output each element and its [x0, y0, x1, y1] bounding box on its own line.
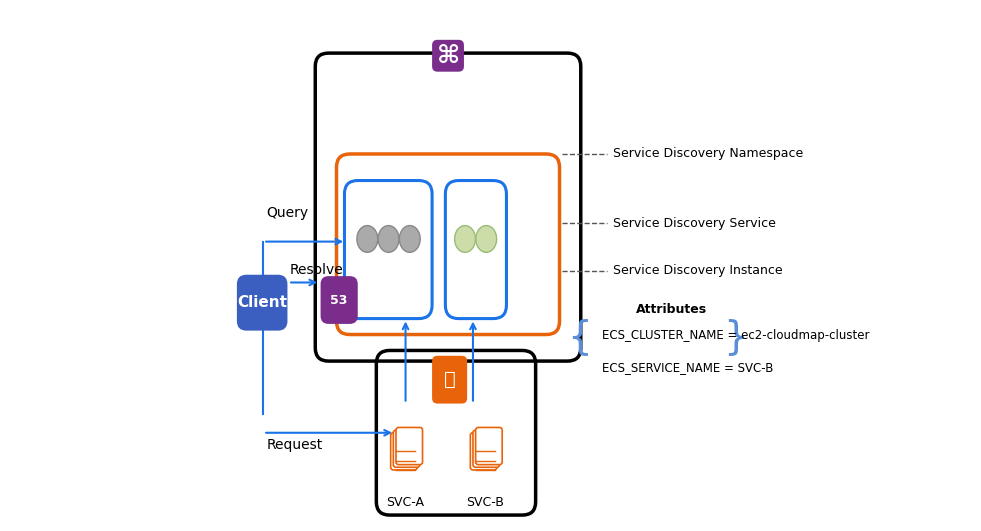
Text: }: } — [723, 318, 749, 356]
Text: SVC-A: SVC-A — [387, 496, 425, 509]
FancyBboxPatch shape — [396, 427, 423, 465]
FancyBboxPatch shape — [473, 430, 499, 467]
Ellipse shape — [378, 226, 399, 252]
FancyBboxPatch shape — [432, 40, 464, 72]
Text: SVC-B: SVC-B — [466, 496, 504, 509]
Text: 53: 53 — [331, 294, 348, 306]
FancyBboxPatch shape — [238, 276, 286, 329]
Text: Service Discovery Instance: Service Discovery Instance — [612, 264, 782, 277]
Ellipse shape — [454, 226, 476, 252]
FancyBboxPatch shape — [393, 430, 420, 467]
FancyBboxPatch shape — [390, 433, 417, 470]
Text: Attributes: Attributes — [636, 303, 706, 315]
Text: ECS_SERVICE_NAME = SVC-B: ECS_SERVICE_NAME = SVC-B — [602, 361, 773, 374]
Text: Client: Client — [237, 295, 287, 310]
Ellipse shape — [399, 226, 420, 252]
Ellipse shape — [476, 226, 496, 252]
FancyBboxPatch shape — [470, 433, 496, 470]
Text: Service Discovery Namespace: Service Discovery Namespace — [612, 148, 802, 160]
Text: {: { — [567, 318, 592, 356]
Text: ⧄: ⧄ — [443, 370, 455, 389]
FancyBboxPatch shape — [432, 356, 467, 404]
FancyBboxPatch shape — [476, 427, 502, 465]
Text: Resolve: Resolve — [289, 263, 343, 277]
Text: Query: Query — [267, 207, 309, 220]
Text: Request: Request — [267, 438, 323, 452]
Ellipse shape — [357, 226, 378, 252]
Text: Service Discovery Service: Service Discovery Service — [612, 217, 776, 229]
Text: ⌘: ⌘ — [437, 44, 460, 68]
FancyBboxPatch shape — [321, 276, 358, 324]
Text: ECS_CLUSTER_NAME = ec2-cloudmap-cluster: ECS_CLUSTER_NAME = ec2-cloudmap-cluster — [602, 329, 869, 342]
